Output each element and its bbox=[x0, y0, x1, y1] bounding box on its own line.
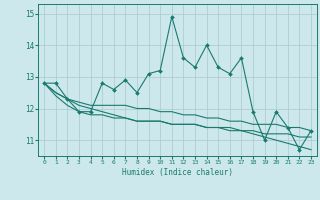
X-axis label: Humidex (Indice chaleur): Humidex (Indice chaleur) bbox=[122, 168, 233, 177]
